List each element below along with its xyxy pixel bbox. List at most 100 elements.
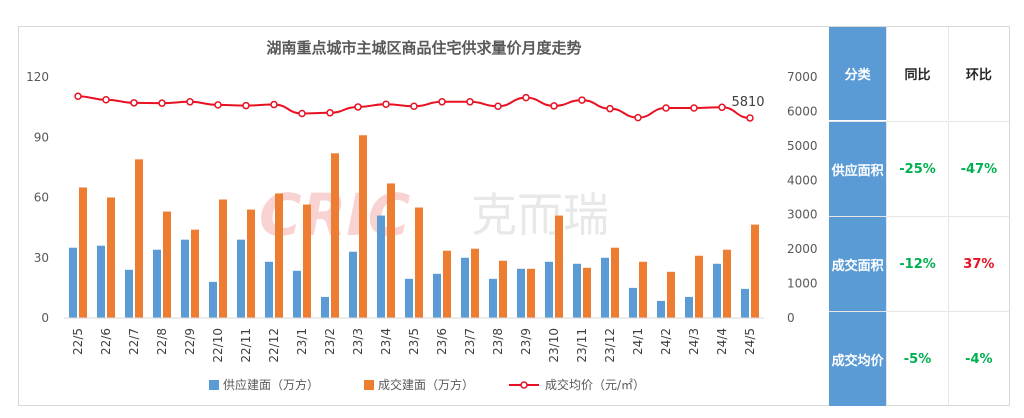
bar-deal-23/7 — [471, 248, 479, 318]
x-tick-23/2: 23/2 — [323, 328, 337, 355]
bar-deal-23/10 — [555, 215, 563, 318]
bar-deal-22/11 — [247, 209, 255, 318]
price-point-22/8 — [158, 99, 166, 107]
price-point-23/2 — [326, 109, 334, 117]
row-label-deal-area: 成交面积 — [829, 217, 887, 311]
bar-supply-23/9 — [517, 268, 525, 318]
deal-area-yoy: -12% — [886, 217, 947, 311]
row-label-avg-price: 成交均价 — [829, 312, 887, 406]
price-point-23/5 — [410, 102, 418, 111]
price-point-23/12 — [606, 104, 614, 113]
bar-deal-24/3 — [695, 255, 703, 318]
x-tick-23/10: 23/10 — [547, 328, 561, 363]
price-point-22/11 — [242, 101, 250, 110]
price-label-last: 5810 — [731, 95, 764, 110]
bar-supply-24/3 — [685, 296, 693, 318]
price-point-23/4 — [382, 100, 390, 108]
line-group: 5810 — [74, 92, 765, 122]
x-tick-23/9: 23/9 — [519, 328, 533, 355]
bar-supply-22/5 — [69, 247, 77, 318]
bar-deal-23/4 — [387, 183, 395, 318]
legend-swatch-deal — [364, 380, 374, 390]
bar-deal-22/9 — [191, 229, 199, 318]
chart-frame: 湖南重点城市主城区商品住宅供求量价月度走势 CRIC 克而瑞 030609012… — [18, 26, 1010, 406]
bar-supply-23/2 — [321, 296, 329, 318]
bar-deal-23/1 — [303, 204, 311, 318]
bar-deal-22/5 — [79, 187, 87, 318]
bar-supply-23/12 — [601, 257, 609, 318]
x-tick-23/6: 23/6 — [435, 328, 449, 355]
bar-supply-23/4 — [377, 215, 385, 318]
x-tick-23/5: 23/5 — [407, 328, 421, 355]
combo-chart: CRIC 克而瑞 0306090120010002000300040005000… — [26, 70, 817, 392]
price-point-23/11 — [578, 96, 586, 104]
price-point-23/8 — [494, 102, 502, 111]
x-tick-23/4: 23/4 — [379, 328, 393, 355]
x-tick-22/10: 22/10 — [211, 328, 225, 363]
right-axis-tick-2: 2000 — [787, 242, 818, 256]
bar-supply-23/5 — [405, 278, 413, 318]
bar-deal-23/9 — [527, 268, 535, 318]
bar-deal-23/11 — [583, 267, 591, 318]
bar-supply-22/9 — [181, 239, 189, 318]
x-tick-22/5: 22/5 — [71, 328, 85, 355]
price-point-23/6 — [438, 98, 446, 106]
bar-supply-24/5 — [741, 288, 749, 318]
row-label-supply: 供应面积 — [829, 122, 887, 216]
bar-supply-22/7 — [125, 269, 133, 318]
bar-deal-24/1 — [639, 261, 647, 318]
right-axis-tick-7: 7000 — [787, 70, 818, 84]
bar-supply-23/1 — [293, 270, 301, 318]
bar-supply-22/8 — [153, 249, 161, 318]
bar-supply-22/12 — [265, 261, 273, 318]
avg-price-yoy: -5% — [886, 312, 947, 406]
bar-supply-23/10 — [545, 261, 553, 318]
x-tick-24/4: 24/4 — [715, 328, 729, 355]
bar-supply-24/2 — [657, 300, 665, 318]
bar-deal-23/12 — [611, 247, 619, 318]
price-point-22/10 — [214, 101, 222, 109]
price-point-22/9 — [186, 98, 194, 106]
x-tick-22/7: 22/7 — [127, 328, 141, 355]
x-tick-24/2: 24/2 — [659, 328, 673, 355]
summary-table: 分类 同比 环比 供应面积 -25% -47% 成交面积 -12% 37% 成交… — [829, 27, 1009, 406]
table-header-row: 分类 同比 环比 — [829, 27, 1009, 120]
x-tick-23/7: 23/7 — [463, 328, 477, 355]
bar-deal-22/6 — [107, 197, 115, 318]
avg-price-mom: -4% — [947, 312, 1009, 406]
left-axis-tick-0: 0 — [41, 311, 49, 325]
bar-deal-24/2 — [667, 271, 675, 318]
x-tick-22/11: 22/11 — [239, 328, 253, 363]
left-axis-tick-1: 30 — [34, 251, 49, 265]
bar-deal-22/10 — [219, 199, 227, 318]
bar-supply-23/8 — [489, 278, 497, 318]
price-point-24/5 — [746, 114, 754, 122]
bar-deal-23/6 — [443, 250, 451, 318]
price-point-22/5 — [74, 92, 82, 101]
bar-group — [69, 135, 759, 318]
price-point-24/1 — [634, 113, 642, 122]
svg-text:克而瑞: 克而瑞 — [471, 188, 609, 242]
bar-deal-23/8 — [499, 260, 507, 318]
bar-deal-22/12 — [275, 193, 283, 318]
right-axis-tick-3: 3000 — [787, 208, 818, 222]
x-tick-24/1: 24/1 — [631, 328, 645, 355]
x-tick-23/1: 23/1 — [295, 328, 309, 355]
x-tick-22/6: 22/6 — [99, 328, 113, 355]
bar-deal-24/5 — [751, 224, 759, 318]
price-point-23/7 — [466, 98, 474, 106]
right-axis-tick-6: 6000 — [787, 104, 818, 118]
x-tick-22/9: 22/9 — [183, 328, 197, 355]
bar-deal-23/5 — [415, 207, 423, 318]
legend-label-price: 成交均价（元/㎡） — [545, 377, 645, 392]
legend-swatch-supply — [209, 380, 219, 390]
bar-supply-22/11 — [237, 239, 245, 318]
bar-deal-22/8 — [163, 211, 171, 318]
left-axis-tick-4: 120 — [26, 70, 49, 84]
bar-deal-22/7 — [135, 159, 143, 318]
price-point-23/1 — [298, 109, 306, 118]
axes-group: 0 30 60 90 120 0 1000 2000 3000 4000 5000 6000 7000 2… — [26, 70, 817, 363]
bar-supply-23/3 — [349, 251, 357, 318]
bar-supply-23/7 — [461, 257, 469, 318]
bar-supply-22/6 — [97, 245, 105, 318]
